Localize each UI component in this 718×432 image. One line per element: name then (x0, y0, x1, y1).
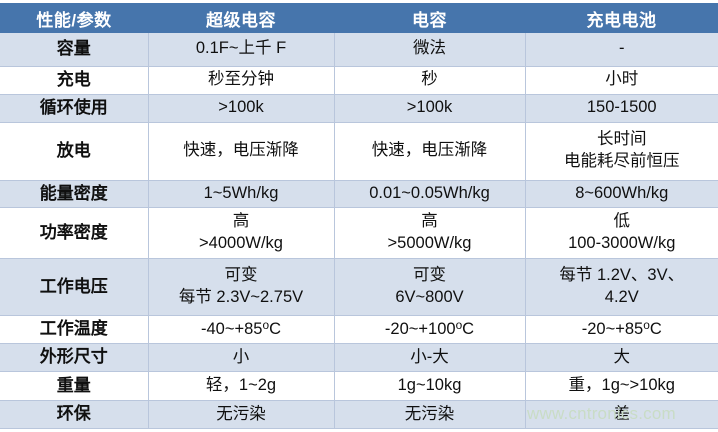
row-label-charging: 充电 (0, 66, 149, 95)
cell-text-line: 长时间 (597, 130, 647, 149)
table-row: 循环使用 >100k >100k 150-1500 (0, 94, 718, 123)
cell-text-line: 高 (421, 212, 438, 231)
cell-discharge-capacitor: 快速，电压渐降 (334, 122, 526, 181)
cell-text-line: 每节 2.3V~2.75V (178, 287, 304, 306)
cell-size-capacitor: 小-大 (334, 343, 526, 372)
temp-unit: C (649, 319, 662, 338)
cell-text-line: 100-3000W/kg (568, 233, 676, 252)
cell-power-supercap: 高 >4000W/kg (148, 207, 335, 259)
row-label-cycle-life: 循环使用 (0, 94, 149, 123)
cell-cycle-supercap: >100k (148, 94, 335, 123)
header-cell-capacitor: 电容 (334, 3, 525, 33)
cell-size-supercap: 小 (148, 343, 335, 372)
header-cell-parameter: 性能/参数 (0, 3, 148, 33)
cell-charging-capacitor: 秒 (334, 66, 526, 95)
cell-temperature-battery: -20~+85oC (525, 315, 718, 344)
table-row: 外形尺寸 小 小-大 大 (0, 343, 718, 372)
cell-weight-supercap: 轻，1~2g (148, 371, 335, 401)
row-label-energy-density: 能量密度 (0, 180, 149, 208)
cell-voltage-supercap: 可变 每节 2.3V~2.75V (148, 258, 335, 316)
cell-text-line: 高 (232, 212, 250, 231)
cell-temperature-supercap: -40~+85oC (148, 315, 335, 344)
cell-capacity-capacitor: 微法 (334, 33, 526, 67)
table-body: 容量 0.1F~上千 F 微法 - 充电 秒至分钟 秒 小时 循环使用 >100… (0, 33, 718, 429)
cell-weight-battery: 重，1g~>10kg (525, 371, 718, 401)
table-row: 工作温度 -40~+85oC -20~+100oC -20~+85oC (0, 315, 718, 344)
row-label-environmental: 环保 (0, 400, 149, 429)
cell-text-line: 6V~800V (395, 287, 464, 306)
cell-voltage-capacitor: 可变 6V~800V (334, 258, 526, 316)
table-header: 性能/参数 超级电容 电容 充电电池 (0, 3, 718, 33)
cell-text-line: 可变 (224, 266, 258, 285)
cell-charging-battery: 小时 (525, 66, 718, 95)
cell-voltage-battery: 每节 1.2V、3V、 4.2V (525, 258, 718, 316)
degree-symbol: o (262, 317, 270, 332)
row-label-discharge: 放电 (0, 122, 149, 181)
table-row: 放电 快速，电压渐降 快速，电压渐降 长时间 电能耗尽前恒压 (0, 122, 718, 181)
cell-environmental-battery: 差 (525, 400, 718, 429)
cell-cycle-capacitor: >100k (334, 94, 526, 123)
cell-discharge-battery: 长时间 电能耗尽前恒压 (525, 122, 718, 181)
cell-text-line: >4000W/kg (199, 233, 283, 252)
cell-environmental-capacitor: 无污染 (334, 400, 526, 429)
degree-symbol: o (455, 317, 463, 332)
capacitor-comparison-table: 性能/参数 超级电容 电容 充电电池 容量 0.1F~上千 F 微法 - 充电 … (0, 3, 718, 429)
cell-text-line: >5000W/kg (387, 233, 472, 252)
row-label-size: 外形尺寸 (0, 343, 149, 372)
cell-capacity-battery: - (525, 33, 718, 67)
cell-weight-capacitor: 1g~10kg (334, 371, 526, 401)
table-row: 充电 秒至分钟 秒 小时 (0, 66, 718, 95)
header-cell-battery: 充电电池 (525, 3, 718, 33)
cell-text-line: 电能耗尽前恒压 (564, 152, 680, 170)
temp-value: -20~+100 (384, 319, 456, 338)
cell-text-line: 4.2V (604, 287, 639, 306)
cell-text-line: 低 (613, 212, 631, 231)
temp-value: -40~+85 (200, 319, 263, 338)
table-row: 容量 0.1F~上千 F 微法 - (0, 33, 718, 67)
cell-capacity-supercap: 0.1F~上千 F (148, 33, 335, 67)
header-row: 性能/参数 超级电容 电容 充电电池 (0, 3, 718, 33)
cell-environmental-supercap: 无污染 (148, 400, 335, 429)
table-row: 能量密度 1~5Wh/kg 0.01~0.05Wh/kg 8~600Wh/kg (0, 180, 718, 208)
temp-unit: C (462, 319, 475, 338)
cell-charging-supercap: 秒至分钟 (148, 66, 335, 95)
table-row: 重量 轻，1~2g 1g~10kg 重，1g~>10kg (0, 371, 718, 401)
row-label-working-voltage: 工作电压 (0, 258, 149, 316)
row-label-weight: 重量 (0, 371, 149, 401)
table-row: 工作电压 可变 每节 2.3V~2.75V 可变 6V~800V 每节 1.2V… (0, 258, 718, 316)
temp-value: -20~+85 (581, 319, 644, 338)
cell-text-line: 每节 1.2V、3V、 (559, 266, 685, 285)
row-label-power-density: 功率密度 (0, 207, 149, 259)
row-label-capacity: 容量 (0, 33, 149, 67)
cell-temperature-capacitor: -20~+100oC (334, 315, 526, 344)
cell-energy-battery: 8~600Wh/kg (525, 180, 718, 208)
cell-energy-capacitor: 0.01~0.05Wh/kg (334, 180, 526, 208)
cell-text-line: 可变 (413, 266, 446, 285)
cell-size-battery: 大 (525, 343, 718, 372)
table-row: 功率密度 高 >4000W/kg 高 >5000W/kg 低 100-3000W… (0, 207, 718, 259)
temp-unit: C (269, 319, 281, 338)
table-row: 环保 无污染 无污染 差 (0, 400, 718, 429)
degree-symbol: o (643, 317, 650, 332)
cell-cycle-battery: 150-1500 (525, 94, 718, 123)
header-cell-supercapacitor: 超级电容 (148, 3, 334, 33)
cell-power-capacitor: 高 >5000W/kg (334, 207, 526, 259)
row-label-working-temperature: 工作温度 (0, 315, 149, 344)
cell-power-battery: 低 100-3000W/kg (525, 207, 718, 259)
cell-energy-supercap: 1~5Wh/kg (148, 180, 335, 208)
cell-discharge-supercap: 快速，电压渐降 (148, 122, 335, 181)
